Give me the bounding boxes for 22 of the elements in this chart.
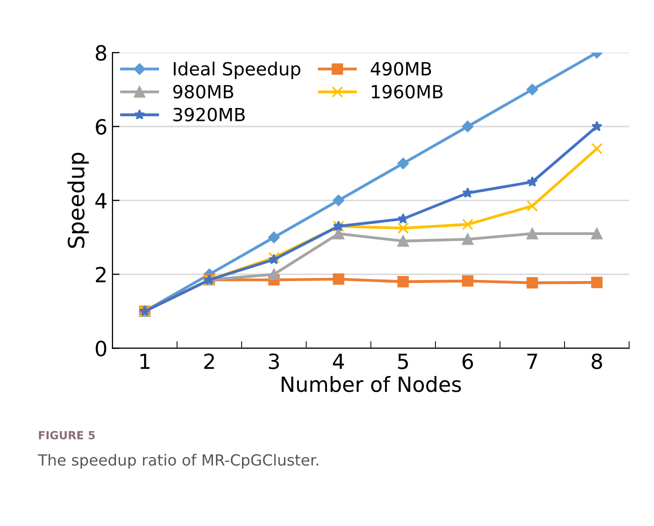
y-axis-title: Speedup (67, 152, 89, 248)
x-tick-label: 3 (268, 353, 279, 370)
legend-label: 980MB (173, 84, 234, 98)
x-tick-label: 7 (527, 354, 538, 369)
x-tick-label: 6 (462, 353, 474, 370)
x-tick-label: 2 (204, 353, 214, 369)
caption: FIGURE 5 (38, 430, 95, 440)
y-tick-label: 8 (96, 45, 106, 61)
legend-label: 3920MB (173, 108, 245, 122)
y-tick-label: 6 (96, 118, 106, 135)
y-tick-label: 4 (95, 193, 106, 208)
text: The speedup ratio of MR-CpGCluster. (38, 454, 318, 469)
y-tick-label: 2 (96, 266, 106, 282)
x-tick-label: 1 (140, 354, 150, 369)
x-axis-title: Number of Nodes (282, 376, 461, 392)
x-tick-label: 4 (332, 354, 344, 369)
legend-label: Ideal Speedup (174, 62, 300, 80)
y-tick-label: 0 (96, 340, 106, 356)
x-tick-label: 8 (592, 353, 602, 370)
x-tick-label: 5 (398, 354, 408, 370)
legend-label: 490MB (370, 62, 432, 76)
legend-label: 1960MB (372, 84, 443, 98)
